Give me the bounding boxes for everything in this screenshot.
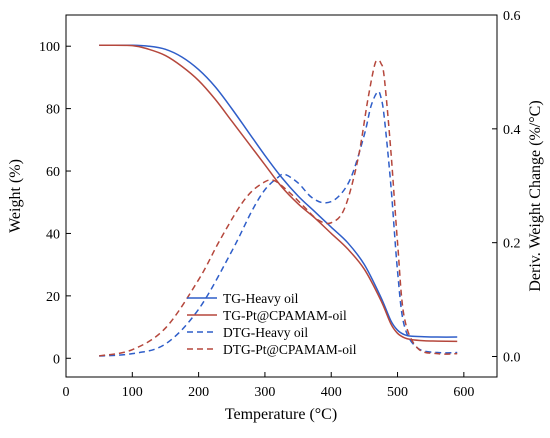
x-tick-label: 100 (122, 385, 143, 400)
y-tick-label: 60 (46, 165, 60, 180)
x-tick-label: 0 (63, 385, 70, 400)
y-tick-label: 80 (46, 103, 60, 118)
x-axis: 0 100 200 300 400 500 600 (63, 372, 474, 400)
y2-tick-label: 0.0 (503, 351, 521, 366)
x-axis-label: Temperature (°C) (225, 406, 337, 423)
x-tick-label: 500 (387, 385, 408, 400)
y2-axis-label: Deriv. Weight Change (%/°C) (527, 100, 544, 291)
y-axis-label: Weight (%) (7, 159, 24, 233)
series-line-dtg-heavy-oil (99, 90, 458, 357)
y-tick-label: 20 (46, 290, 60, 305)
y-axis-right: 0.0 0.2 0.4 0.6 (492, 9, 521, 366)
series-line-tg-pt-cpamam-oil (99, 44, 458, 343)
x-tick-label: 600 (453, 385, 474, 400)
y-tick-label: 100 (39, 40, 60, 55)
y-tick-label: 40 (46, 227, 60, 242)
legend: TG-Heavy oil TG-Pt@CPAMAM-oil DTG-Heavy oi… (187, 291, 357, 357)
x-tick-label: 300 (254, 385, 275, 400)
plot-frame (65, 14, 498, 378)
x-tick-label: 200 (188, 385, 209, 400)
legend-label-tg-pt-cpamam-oil: TG-Pt@CPAMAM-oil (223, 308, 347, 323)
series-line-dtg-pt-cpamam-oil (99, 59, 458, 357)
legend-label-dtg-pt-cpamam-oil: DTG-Pt@CPAMAM-oil (223, 342, 357, 357)
series-group (99, 44, 458, 357)
y-axis-left: 0 20 40 60 80 100 (39, 40, 71, 367)
series-line-tg-heavy-oil (99, 44, 458, 338)
legend-label-dtg-heavy-oil: DTG-Heavy oil (223, 325, 308, 340)
x-tick-label: 400 (321, 385, 342, 400)
y2-tick-label: 0.2 (503, 237, 521, 252)
y2-tick-label: 0.4 (503, 123, 521, 138)
y-tick-label: 0 (53, 352, 60, 367)
legend-label-tg-heavy-oil: TG-Heavy oil (223, 291, 299, 306)
y2-tick-label: 0.6 (503, 9, 521, 24)
